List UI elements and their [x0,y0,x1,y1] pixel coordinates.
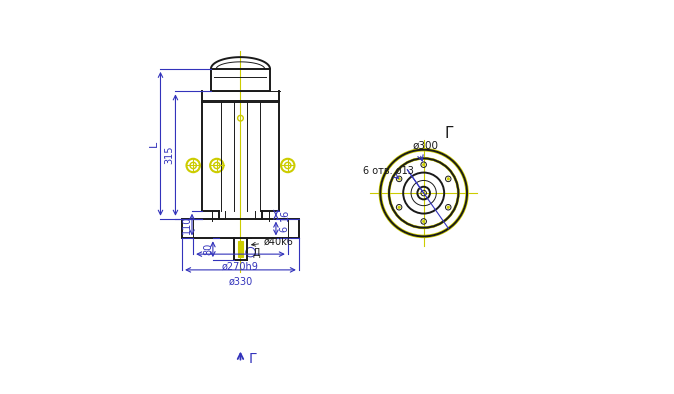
Bar [238,241,243,257]
Text: ø40k6: ø40k6 [251,236,294,246]
Text: Д: Д [252,248,260,258]
Text: 16: 16 [280,208,290,221]
Circle shape [398,178,400,180]
Bar [182,219,299,238]
Circle shape [423,220,425,223]
Text: 315: 315 [164,146,174,164]
Circle shape [423,164,425,166]
Text: 80: 80 [203,243,213,255]
Text: L: L [148,141,158,147]
Text: 110: 110 [181,216,191,234]
Circle shape [447,206,450,208]
Circle shape [447,178,450,180]
Circle shape [398,206,400,208]
Text: 6: 6 [280,225,290,232]
Text: ø300: ø300 [412,141,439,151]
Text: Г: Г [445,126,454,141]
Text: ø270h9: ø270h9 [222,261,259,271]
Text: Г: Г [248,352,257,366]
Text: ø330: ø330 [228,277,253,287]
Text: 6 отв. ø13: 6 отв. ø13 [363,165,413,178]
